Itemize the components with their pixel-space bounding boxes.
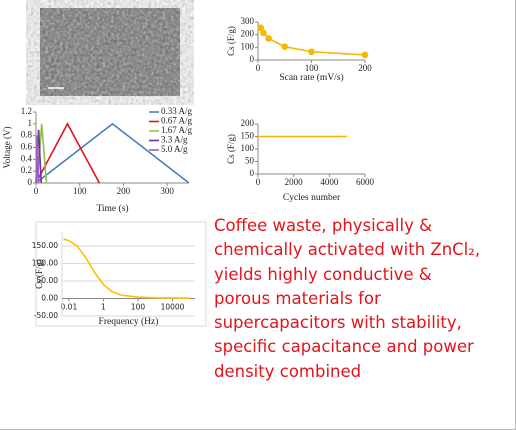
series-line — [35, 135, 40, 184]
x-tick-label: 100 — [131, 303, 146, 312]
legend-label: 5.0 A/g — [161, 144, 188, 154]
x-axis-label: Cycles number — [283, 193, 341, 203]
caption-line: specific capacitance and power — [214, 337, 474, 357]
marker — [281, 43, 289, 50]
series-line — [35, 122, 190, 184]
x-axis-label: Scan rate (mV/s) — [279, 72, 343, 83]
caption-line: yields highly conductive & — [214, 264, 432, 284]
marker — [265, 35, 273, 42]
y-tick-label: 0.8 — [21, 130, 33, 140]
x-tick-label: 4000 — [320, 177, 339, 187]
y-tick-label: 0.00 — [41, 294, 58, 303]
x-axis-label: Frequency (Hz) — [99, 316, 159, 327]
marker — [361, 51, 369, 59]
caption-line: Coffee waste, physically & — [214, 216, 432, 235]
y-tick-label: 0.2 — [21, 165, 32, 175]
y-tick-label: 0 — [250, 54, 255, 64]
caption-line: density combined — [214, 361, 362, 381]
y-tick-label: 150 — [241, 131, 255, 141]
y-axis-label: Cs (F/g) — [34, 259, 44, 289]
legend-label: 0.67 A/g — [161, 116, 193, 126]
y-tick-label: 0.6 — [21, 142, 33, 152]
y-tick-label: 0 — [250, 168, 255, 178]
panel-border — [35, 221, 207, 327]
y-axis-label: Cs (F/g) — [226, 26, 236, 56]
y-tick-label: -50.00 — [34, 311, 58, 320]
y-tick-label: 50.00 — [37, 276, 59, 285]
series-line — [35, 122, 101, 184]
caption: Coffee waste, physically & chemically act… — [214, 214, 480, 384]
x-tick-label: 200 — [117, 186, 131, 196]
y-axis-label: Voltage (V) — [2, 126, 12, 168]
y-tick-label: 100.00 — [32, 259, 58, 268]
y-tick-label: 100 — [241, 143, 255, 153]
legend-label: 3.3 A/g — [161, 135, 188, 145]
x-tick-label: 300 — [160, 186, 174, 196]
x-axis-label: Time (s) — [96, 203, 128, 214]
x-tick-label: 1 — [101, 303, 106, 312]
y-tick-label: 200 — [241, 29, 255, 39]
x-tick-label: 6000 — [356, 177, 375, 187]
y-tick-label: 300 — [241, 16, 255, 26]
y-tick-label: 150.00 — [32, 241, 58, 250]
y-tick-label: 1.2 — [21, 106, 32, 116]
caption-line: chemically activated with ZnCl₂, — [214, 240, 481, 260]
x-tick-label: 10000 — [161, 303, 185, 312]
x-tick-label: 0 — [34, 186, 39, 196]
y-axis-label: Cs (F/g) — [226, 134, 236, 164]
x-tick-label: 2000 — [285, 177, 304, 187]
y-tick-label: 50 — [245, 156, 255, 166]
marker — [260, 29, 267, 37]
legend-label: 1.67 A/g — [161, 125, 193, 135]
marker — [257, 24, 264, 32]
y-tick-label: 100 — [241, 41, 255, 51]
x-tick-label: 0.01 — [61, 303, 78, 312]
x-tick-label: 100 — [73, 186, 87, 196]
y-tick-label: 1 — [28, 118, 33, 128]
caption-line: porous materials for — [214, 288, 381, 308]
x-tick-label: 200 — [358, 63, 372, 73]
y-tick-label: 0 — [28, 177, 33, 187]
x-tick-label: 0 — [256, 63, 261, 73]
y-tick-label: 200 — [241, 118, 255, 128]
x-tick-label: 100 — [305, 63, 319, 73]
marker — [308, 48, 315, 56]
series-line — [63, 238, 190, 299]
legend-label: 0.33 A/g — [161, 106, 193, 116]
x-tick-label: 0 — [256, 177, 261, 187]
y-tick-label: 0.4 — [21, 153, 33, 163]
tem-texture — [40, 8, 180, 96]
caption-line: supercapacitors with stability, — [214, 313, 462, 333]
